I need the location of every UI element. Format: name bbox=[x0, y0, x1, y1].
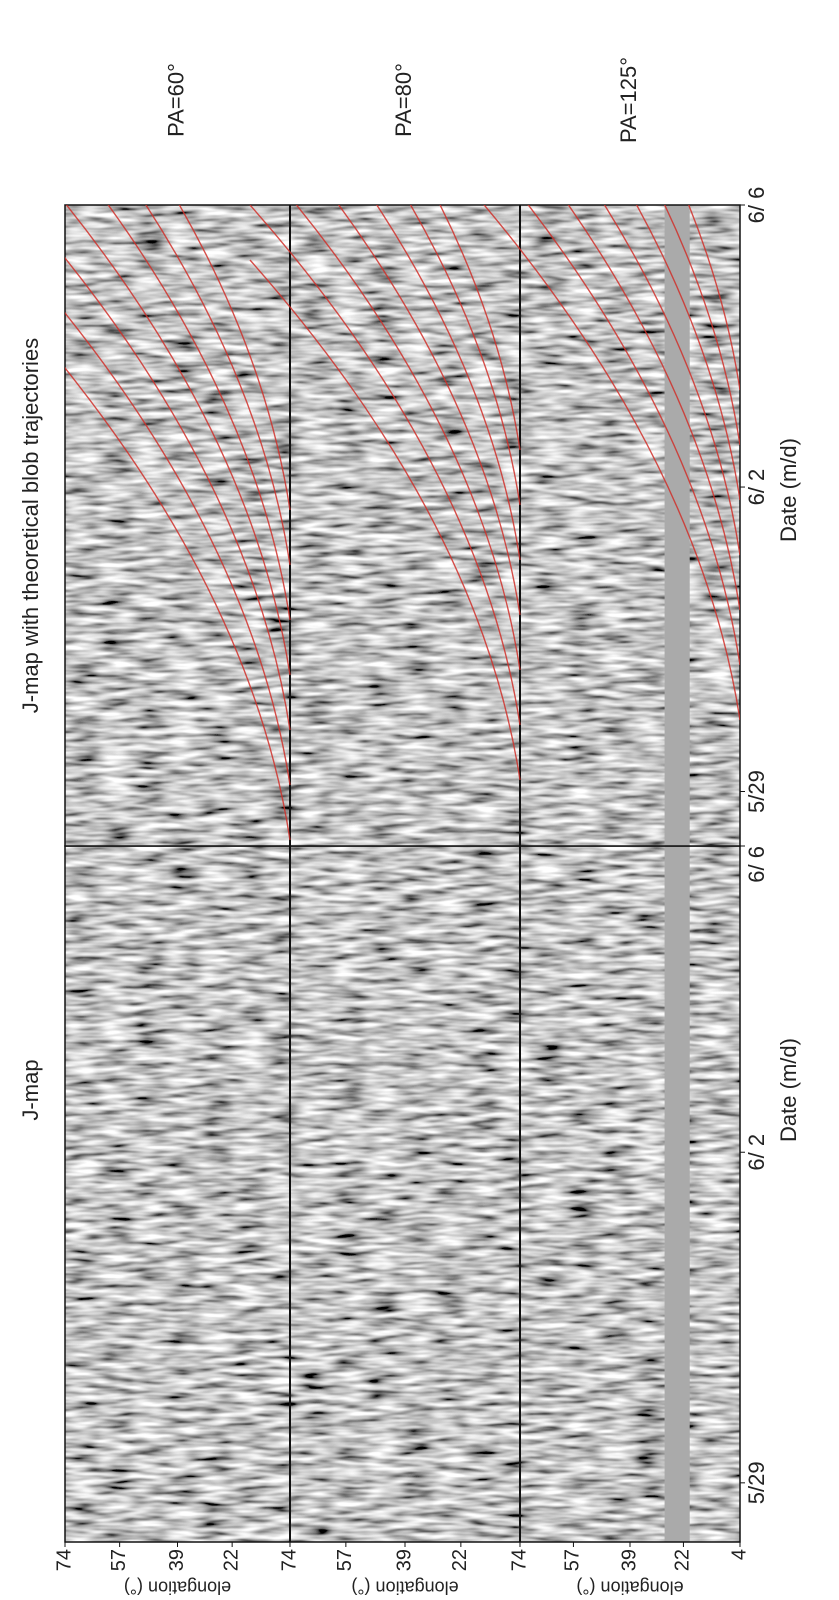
jmap-image bbox=[65, 205, 740, 846]
trajectory-curve bbox=[65, 205, 291, 676]
trajectory-curve bbox=[479, 205, 740, 391]
y-axis-label: elongation (°) bbox=[576, 1577, 683, 1597]
panel-title: J-map bbox=[18, 1059, 43, 1120]
trajectory-curve bbox=[479, 205, 740, 446]
panel-frame bbox=[64, 204, 741, 847]
data-gap bbox=[664, 205, 690, 846]
trajectory-curve bbox=[65, 319, 291, 841]
y-tick-label: 74 bbox=[278, 1549, 300, 1571]
trajectory-curve bbox=[479, 205, 740, 501]
x-tick-label: 5/29 bbox=[744, 1461, 769, 1504]
trajectory-curve bbox=[65, 205, 291, 621]
trajectory-curve bbox=[249, 205, 521, 616]
y-tick-label: 4 bbox=[728, 1549, 750, 1560]
jmap-image bbox=[65, 846, 740, 1542]
x-axis-label: Date (m/d) bbox=[776, 1038, 801, 1142]
y-tick-label: 57 bbox=[108, 1549, 130, 1571]
trajectory-curve bbox=[249, 205, 521, 671]
y-tick-label: 74 bbox=[53, 1549, 75, 1571]
trajectory-curve bbox=[65, 205, 291, 566]
rotated-figure: J-map 5/29 6/ 2 6/ 6 Date (m/d) J-map with th… bbox=[18, 57, 801, 1597]
y-axis-label: elongation (°) bbox=[124, 1577, 231, 1597]
x-tick-label: 6/ 6 bbox=[744, 187, 769, 224]
row-label: PA=80° bbox=[391, 63, 416, 137]
trajectory-curve bbox=[65, 209, 291, 731]
y-tick-label: 39 bbox=[393, 1549, 415, 1571]
y-tick-label: 39 bbox=[166, 1549, 188, 1571]
y-tick-label: 74 bbox=[508, 1549, 530, 1571]
trajectory-curve bbox=[65, 264, 291, 786]
trajectory-curve bbox=[249, 259, 521, 781]
x-tick-label: 6/ 2 bbox=[744, 469, 769, 506]
trajectory-overlay bbox=[65, 205, 740, 841]
trajectory-curve bbox=[249, 205, 521, 506]
trajectory-curve bbox=[479, 205, 740, 666]
trajectory-curve bbox=[249, 205, 521, 451]
x-tick-label: 6/ 6 bbox=[744, 846, 769, 883]
row-label: PA=125° bbox=[616, 57, 641, 143]
y-tick-label: 39 bbox=[618, 1549, 640, 1571]
row-label: PA=60° bbox=[163, 63, 188, 137]
y-tick-label: 57 bbox=[562, 1549, 584, 1571]
trajectory-curve bbox=[65, 205, 291, 511]
x-axis-label: Date (m/d) bbox=[776, 438, 801, 542]
y-tick-label: 22 bbox=[449, 1549, 471, 1571]
y-axis-label: elongation (°) bbox=[351, 1577, 458, 1597]
trajectory-curve bbox=[249, 205, 521, 561]
panel-title: J-map with theoretical blob trajectories bbox=[18, 338, 43, 713]
trajectory-curve bbox=[479, 205, 740, 721]
data-gap bbox=[664, 846, 690, 1542]
y-tick-label: 22 bbox=[672, 1549, 694, 1571]
trajectory-curve bbox=[479, 205, 740, 611]
trajectory-curve bbox=[479, 205, 740, 556]
trajectory-curve bbox=[249, 205, 521, 726]
x-tick-label: 6/ 2 bbox=[744, 1134, 769, 1171]
y-tick-label: 57 bbox=[334, 1549, 356, 1571]
y-tick-label: 22 bbox=[220, 1549, 242, 1571]
x-tick-label: 5/29 bbox=[744, 770, 769, 813]
